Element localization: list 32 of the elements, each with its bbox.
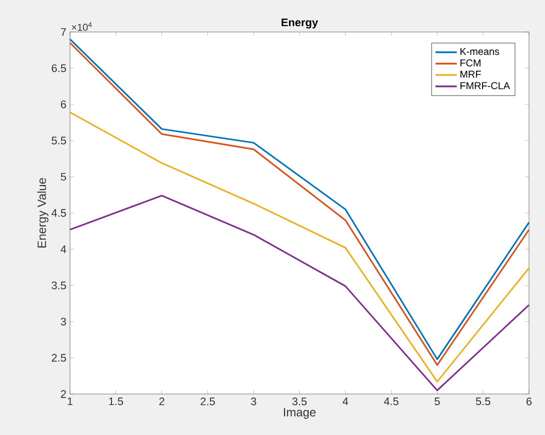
- x-tick-label: 3.5: [292, 398, 307, 406]
- y-tick-label: 3: [60, 318, 66, 326]
- y-tick-label: 4.5: [51, 209, 66, 217]
- y-axis-title: Energy Value: [37, 178, 48, 248]
- y-tick-label: 6: [60, 100, 66, 108]
- legend-label: FMRF-CLA: [460, 82, 510, 90]
- y-tick-label: 2.5: [52, 354, 66, 362]
- line-series: [69, 112, 530, 382]
- x-tick-label: 4.5: [384, 398, 398, 406]
- y-tick-label: 4: [60, 245, 66, 253]
- x-tick-label: 2.5: [200, 398, 215, 406]
- x-tick-label: 1.5: [109, 398, 124, 406]
- text: ×10$^{4}$: [72, 22, 92, 31]
- x-tick-label: 5: [434, 398, 440, 406]
- x-tick-label: 5.5: [476, 398, 490, 406]
- x-tick-label: 4: [342, 398, 348, 406]
- line-series: [69, 194, 530, 392]
- x-axis-title: Image: [284, 408, 316, 419]
- x-tick-label: 2: [159, 398, 164, 406]
- y-tick-label: 6.5: [52, 64, 66, 72]
- x-tick-label: 1: [68, 398, 73, 406]
- y-tick-label: 2: [60, 390, 66, 398]
- chart-title: Energy: [282, 18, 318, 29]
- y-tick-label: 5: [60, 172, 66, 181]
- y-tick-label: 5.5: [52, 136, 66, 144]
- y-tick-label: 7: [60, 28, 66, 36]
- legend-label: FCM: [460, 59, 480, 66]
- x-tick-label: 3: [250, 398, 256, 406]
- y-tick-label: 3.5: [52, 282, 66, 290]
- x-tick-label: 6: [526, 398, 532, 406]
- legend-label: MRF: [460, 70, 481, 78]
- legend-label: K-means: [460, 48, 500, 55]
